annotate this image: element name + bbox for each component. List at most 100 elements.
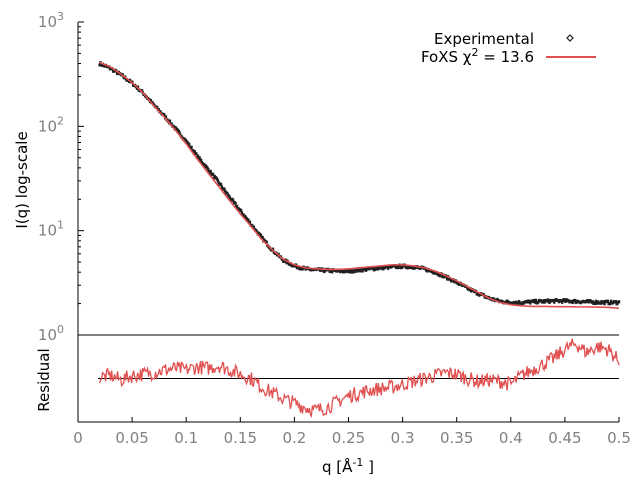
experimental-point <box>513 302 517 306</box>
x-axis-title: q [Å-1 ] <box>322 456 374 476</box>
experimental-point <box>561 300 564 304</box>
x-tick-label: 0.15 <box>224 429 257 447</box>
experimental-point <box>198 156 201 160</box>
experimental-point <box>240 211 244 215</box>
experimental-point <box>265 240 268 244</box>
experimental-point <box>469 289 473 293</box>
experimental-point <box>349 269 352 273</box>
experimental-point <box>239 208 243 212</box>
experimental-point <box>517 302 520 306</box>
experimental-point <box>534 298 538 302</box>
experimental-point <box>255 228 258 232</box>
experimental-point <box>381 265 384 269</box>
x-tick-label: 0.05 <box>115 429 148 447</box>
experimental-point <box>573 298 577 302</box>
experimental-point <box>184 138 188 142</box>
x-tick-label: 0.45 <box>548 429 581 447</box>
experimental-point <box>343 270 347 274</box>
experimental-point <box>363 267 367 271</box>
experimental-point <box>397 266 400 270</box>
experimental-point <box>223 187 226 191</box>
legend-fit-label: FoXS χ2 = 13.6 <box>421 46 534 66</box>
experimental-point <box>164 115 168 119</box>
experimental-point <box>614 300 618 304</box>
experimental-point <box>186 140 189 144</box>
experimental-point <box>183 137 186 141</box>
x-tick-label: 0.2 <box>282 429 306 447</box>
experimental-point <box>354 267 358 271</box>
experimental-point <box>235 204 239 208</box>
experimental-point <box>395 264 399 268</box>
experimental-point <box>533 300 537 304</box>
experimental-point <box>206 166 209 170</box>
experimental-point <box>207 168 210 172</box>
experimental-point <box>606 299 610 303</box>
experimental-point <box>543 300 546 304</box>
experimental-point <box>359 269 363 273</box>
experimental-point <box>386 264 389 268</box>
legend: Experimental FoXS χ2 = 13.6 <box>421 30 596 66</box>
x-tick-label: 0.4 <box>499 429 523 447</box>
experimental-point <box>203 163 206 167</box>
experimental-point <box>537 300 540 304</box>
experimental-point <box>140 89 144 93</box>
experimental-point <box>191 149 195 153</box>
experimental-point <box>360 267 363 271</box>
experimental-point <box>533 298 536 302</box>
experimental-point <box>195 152 198 156</box>
experimental-point <box>170 122 173 126</box>
experimental-point <box>361 269 364 273</box>
experimental-point <box>251 224 254 228</box>
experimental-point <box>223 189 227 193</box>
y-tick-label: 102 <box>38 114 64 135</box>
y-tick-label: 101 <box>38 219 64 240</box>
experimental-point <box>168 119 172 123</box>
experimental-point <box>228 196 232 200</box>
experimental-point <box>492 297 495 301</box>
experimental-point <box>190 145 193 149</box>
experimental-point <box>247 218 250 222</box>
experimental-point <box>401 265 404 269</box>
x-tick-label: 0.35 <box>440 429 473 447</box>
experimental-point <box>155 105 159 109</box>
y-axis-title: I(q) log-scale <box>13 131 31 228</box>
experimental-point <box>187 142 191 146</box>
experimental-point <box>548 301 551 305</box>
x-tick-label: 0.1 <box>174 429 198 447</box>
x-tick-label: 0.25 <box>332 429 365 447</box>
experimental-point <box>542 299 546 303</box>
experimental-point <box>347 268 351 272</box>
experimental-point <box>193 150 196 154</box>
experimental-point <box>394 266 398 270</box>
experimental-point <box>380 267 383 271</box>
experimental-point <box>329 269 332 273</box>
x-tick-label: 0.3 <box>391 429 415 447</box>
experimental-point <box>594 299 598 303</box>
experimental-point <box>179 133 182 137</box>
experimental-point <box>356 269 359 273</box>
experimental-point <box>546 298 550 302</box>
experimental-point <box>517 299 521 303</box>
residual-plot <box>77 335 620 422</box>
experimental-point <box>386 266 390 270</box>
x-tick-label: 0 <box>73 429 83 447</box>
experimental-point <box>563 298 566 302</box>
x-tick-label: 0.5 <box>607 429 631 447</box>
x-tick-group: 0 0.05 0.1 0.15 0.2 0.25 0.3 0.35 0.4 0.45 0.5 <box>73 417 631 447</box>
experimental-point <box>446 277 449 281</box>
experimental-point <box>217 181 220 185</box>
residual-series-line <box>99 338 620 418</box>
experimental-point <box>353 270 356 274</box>
main-plot: 100 101 102 103 <box>38 10 621 344</box>
residual-series-group <box>99 338 620 418</box>
experimental-point <box>151 100 154 104</box>
experimental-point <box>323 269 327 273</box>
experimental-point <box>591 300 594 304</box>
experimental-point <box>449 277 452 281</box>
experimental-point <box>528 299 531 303</box>
experimental-point <box>209 169 212 173</box>
experimental-point <box>465 286 469 290</box>
experimental-point <box>617 300 621 304</box>
experimental-point <box>599 301 602 305</box>
residual-axis-title: Residual <box>35 348 53 411</box>
